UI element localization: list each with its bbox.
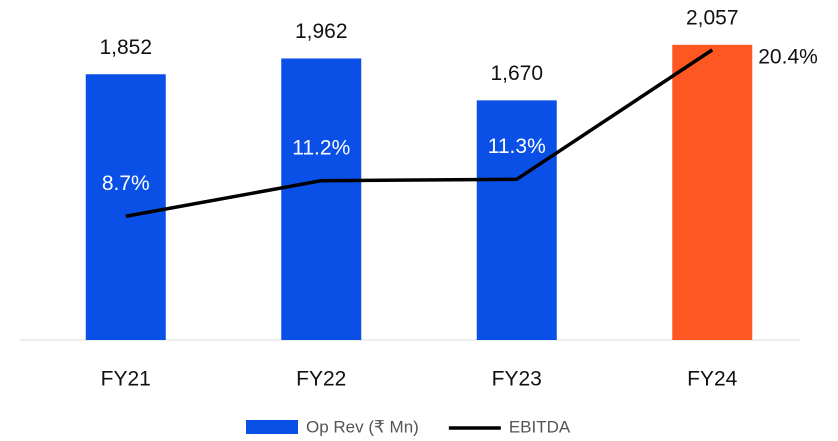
x-tick-label: FY23 [492,368,542,391]
line [125,48,714,218]
bar [281,58,362,340]
bar-value-label: 1,962 [295,20,348,43]
x-tick-label: FY24 [687,368,738,391]
line-value-label: 11.2% [292,136,350,159]
bar-value-label: 1,670 [490,62,543,85]
bar [85,74,166,340]
line-value-label: 20.4% [758,45,818,68]
bar [672,44,753,341]
bar [476,100,557,341]
bar-value-label: 1,852 [99,36,152,59]
x-tick-label: FY21 [101,368,151,391]
line-value-label: 11.3% [488,135,546,158]
bar-value-label: 2,057 [686,6,739,29]
legend-swatch [246,420,298,434]
x-tick-label: FY22 [296,368,346,391]
legend-label: EBITDA [509,417,571,436]
line-value-label: 8.7% [102,172,150,195]
legend-label: Op Rev (₹ Mn) [306,417,419,436]
